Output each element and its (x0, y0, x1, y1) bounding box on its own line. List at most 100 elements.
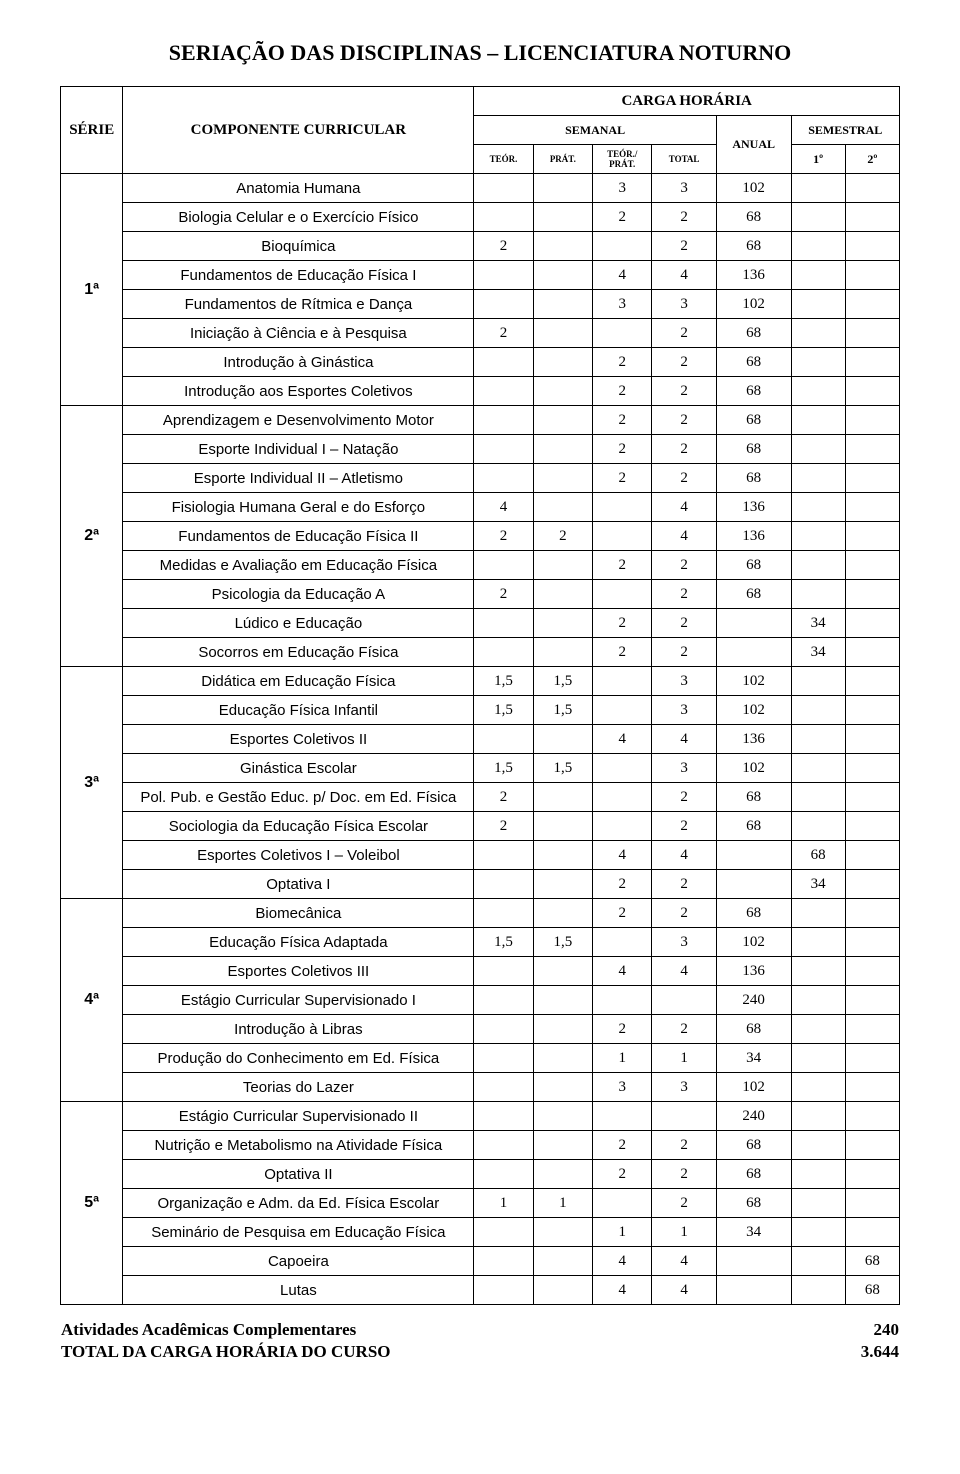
value-cell: 68 (716, 348, 791, 377)
value-cell: 2 (652, 232, 716, 261)
value-cell (791, 522, 845, 551)
value-cell (791, 1189, 845, 1218)
value-cell: 1,5 (474, 754, 533, 783)
value-cell: 68 (716, 377, 791, 406)
value-cell: 2 (474, 522, 533, 551)
value-cell: 68 (791, 841, 845, 870)
value-cell (716, 1276, 791, 1305)
value-cell: 34 (791, 609, 845, 638)
value-cell (474, 870, 533, 899)
table-row: Lutas4468 (61, 1276, 900, 1305)
value-cell (845, 319, 899, 348)
value-cell: 2 (593, 377, 652, 406)
table-row: Organização e Adm. da Ed. Física Escolar… (61, 1189, 900, 1218)
value-cell (593, 1102, 652, 1131)
value-cell (533, 1218, 592, 1247)
col-carga: CARGA HORÁRIA (474, 87, 900, 116)
serie-cell: 1ª (61, 174, 123, 406)
discipline-cell: Educação Física Infantil (123, 696, 474, 725)
discipline-cell: Estágio Curricular Supervisionado II (123, 1102, 474, 1131)
col-componente: COMPONENTE CURRICULAR (123, 87, 474, 174)
value-cell (791, 464, 845, 493)
value-cell (593, 696, 652, 725)
value-cell (533, 841, 592, 870)
value-cell (845, 1102, 899, 1131)
value-cell: 2 (593, 406, 652, 435)
value-cell (593, 928, 652, 957)
discipline-cell: Esporte Individual I – Natação (123, 435, 474, 464)
value-cell (533, 812, 592, 841)
value-cell (533, 1044, 592, 1073)
table-row: Lúdico e Educação2234 (61, 609, 900, 638)
value-cell: 4 (474, 493, 533, 522)
value-cell (533, 638, 592, 667)
value-cell: 34 (716, 1218, 791, 1247)
serie-cell: 2ª (61, 406, 123, 667)
value-cell (593, 522, 652, 551)
value-cell (845, 348, 899, 377)
value-cell (533, 1247, 592, 1276)
value-cell (845, 638, 899, 667)
value-cell (533, 174, 592, 203)
discipline-cell: Produção do Conhecimento em Ed. Física (123, 1044, 474, 1073)
table-row: 2ªAprendizagem e Desenvolvimento Motor22… (61, 406, 900, 435)
value-cell (533, 261, 592, 290)
value-cell: 4 (593, 1276, 652, 1305)
value-cell (533, 899, 592, 928)
value-cell: 102 (716, 928, 791, 957)
value-cell: 4 (593, 261, 652, 290)
value-cell (791, 1044, 845, 1073)
value-cell: 2 (474, 580, 533, 609)
value-cell: 2 (652, 319, 716, 348)
value-cell (533, 551, 592, 580)
value-cell (791, 1276, 845, 1305)
value-cell: 2 (533, 522, 592, 551)
value-cell (593, 580, 652, 609)
value-cell (845, 174, 899, 203)
value-cell (474, 841, 533, 870)
discipline-cell: Fundamentos de Educação Física II (123, 522, 474, 551)
value-cell: 2 (593, 464, 652, 493)
value-cell: 2 (652, 1189, 716, 1218)
discipline-cell: Organização e Adm. da Ed. Física Escolar (123, 1189, 474, 1218)
table-row: Optativa I2234 (61, 870, 900, 899)
value-cell: 4 (593, 841, 652, 870)
col-s1: 1º (791, 145, 845, 174)
table-row: 3ªDidática em Educação Física1,51,53102 (61, 667, 900, 696)
table-row: Esporte Individual I – Natação2268 (61, 435, 900, 464)
discipline-cell: Nutrição e Metabolismo na Atividade Físi… (123, 1131, 474, 1160)
table-row: Medidas e Avaliação em Educação Física22… (61, 551, 900, 580)
curriculum-table: SÉRIE COMPONENTE CURRICULAR CARGA HORÁRI… (60, 86, 900, 1305)
discipline-cell: Fundamentos de Educação Física I (123, 261, 474, 290)
value-cell (533, 493, 592, 522)
value-cell: 2 (593, 1131, 652, 1160)
value-cell: 4 (652, 841, 716, 870)
value-cell (845, 551, 899, 580)
page-title: SERIAÇÃO DAS DISCIPLINAS – LICENCIATURA … (60, 40, 900, 66)
value-cell (845, 986, 899, 1015)
value-cell (474, 174, 533, 203)
col-prat: PRÁT. (533, 145, 592, 174)
value-cell: 4 (652, 1276, 716, 1305)
value-cell (791, 174, 845, 203)
value-cell: 2 (474, 812, 533, 841)
value-cell: 3 (652, 754, 716, 783)
value-cell: 2 (593, 435, 652, 464)
value-cell (533, 609, 592, 638)
value-cell: 1 (533, 1189, 592, 1218)
value-cell: 68 (716, 232, 791, 261)
value-cell (533, 290, 592, 319)
discipline-cell: Esportes Coletivos I – Voleibol (123, 841, 474, 870)
value-cell: 4 (593, 725, 652, 754)
footer-total-val: 3.644 (818, 1341, 900, 1363)
table-row: Biologia Celular e o Exercício Físico226… (61, 203, 900, 232)
discipline-cell: Esportes Coletivos II (123, 725, 474, 754)
value-cell (791, 551, 845, 580)
value-cell: 1,5 (474, 928, 533, 957)
discipline-cell: Didática em Educação Física (123, 667, 474, 696)
value-cell (533, 377, 592, 406)
col-total: TOTAL (652, 145, 716, 174)
value-cell: 3 (593, 290, 652, 319)
value-cell: 68 (845, 1247, 899, 1276)
table-row: Fundamentos de Educação Física II224136 (61, 522, 900, 551)
